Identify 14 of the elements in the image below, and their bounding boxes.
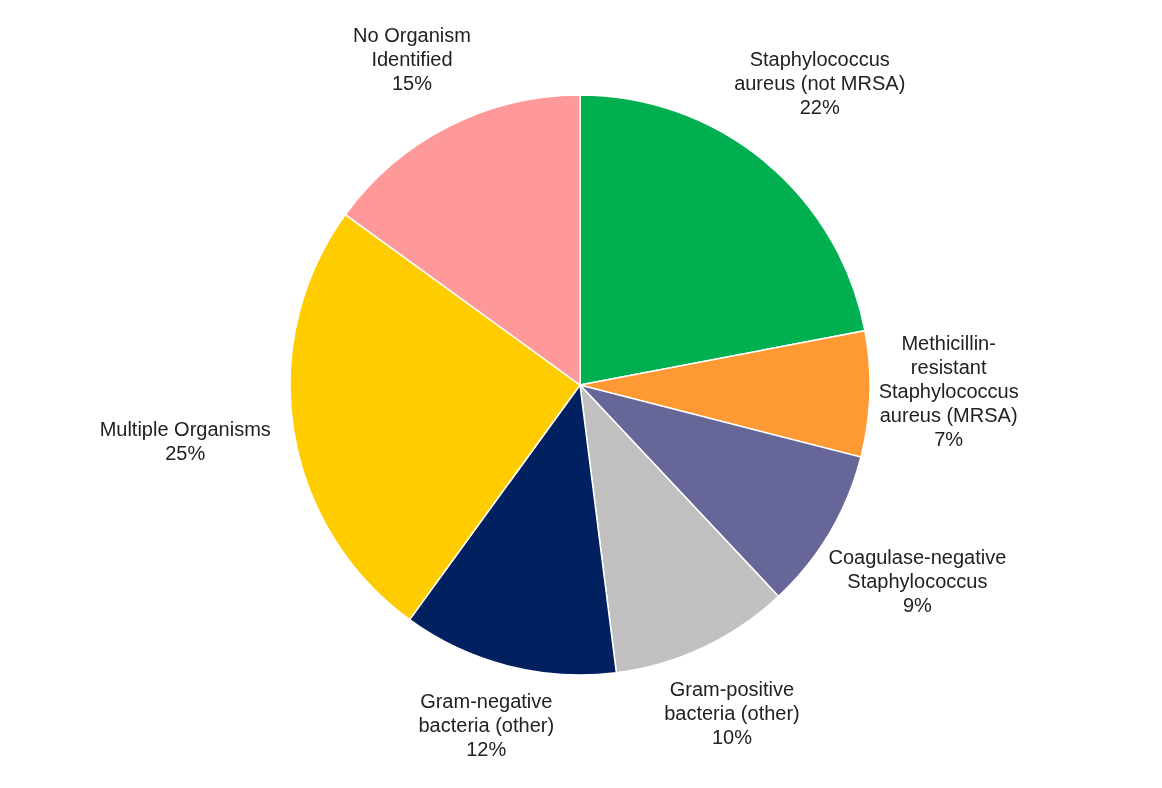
data-label: 10% bbox=[711, 725, 753, 748]
data-label: 12% bbox=[466, 737, 507, 760]
data-label: 15% bbox=[391, 72, 433, 95]
data-label: 7% bbox=[934, 427, 964, 450]
slice-label: Coagulase-negative Staphylococcus bbox=[828, 546, 1007, 593]
slice-label: No Organism Identified bbox=[353, 24, 471, 71]
data-label: 25% bbox=[165, 441, 206, 464]
slice-label: Multiple Organisms bbox=[99, 417, 271, 440]
data-label: 22% bbox=[799, 96, 840, 119]
slice-label: Gram-negative bacteria (other) bbox=[418, 689, 555, 736]
slice-label: Gram-positive bacteria (other) bbox=[664, 677, 800, 724]
slice-label: Methicillin-resistant Staphylococcus aureus (MRSA) bbox=[878, 331, 1019, 426]
slice-label: Staphylococcus aureus (not MRSA) bbox=[734, 48, 906, 95]
data-label: 9% bbox=[902, 594, 933, 617]
